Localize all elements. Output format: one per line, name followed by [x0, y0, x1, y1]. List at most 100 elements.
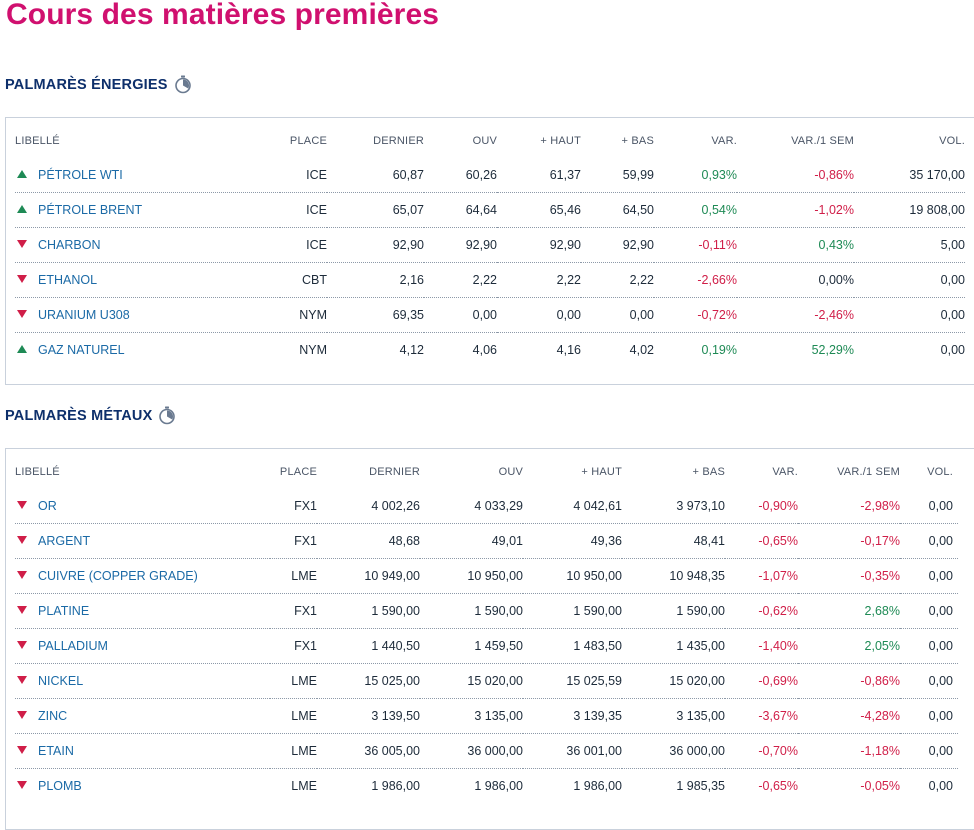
table-row[interactable]: GAZ NATUREL NYM 4,12 4,06 4,16 4,02 0,19% 52,29… — [15, 333, 965, 368]
var-sem-cell: 0,43% — [737, 227, 854, 263]
col-header-vol[interactable]: VOL. — [927, 465, 953, 478]
arrow-down-icon — [17, 676, 27, 684]
stopwatch-icon[interactable] — [174, 75, 192, 94]
col-header-ouv[interactable]: OUV — [498, 465, 523, 478]
bas-cell: 1 435,00 — [622, 628, 725, 664]
bas-cell: 3 135,00 — [622, 698, 725, 734]
col-header-dernier[interactable]: DERNIER — [373, 134, 424, 147]
table-row[interactable]: PLATINE FX1 1 590,00 1 590,00 1 590,00 1 590,… — [15, 593, 958, 629]
haut-cell: 4 042,61 — [523, 489, 622, 524]
commodity-link[interactable]: PALLADIUM — [38, 639, 108, 653]
commodity-link[interactable]: PLOMB — [38, 779, 82, 793]
col-header-haut[interactable]: + HAUT — [540, 134, 581, 147]
haut-cell: 1 986,00 — [573, 779, 622, 793]
table-row[interactable]: CUIVRE (COPPER GRADE) LME 10 949,00 10 950,… — [15, 558, 958, 594]
ouv-cell: 1 590,00 — [420, 593, 523, 629]
table-row[interactable]: PLOMB LME 1 986,00 1 986,00 1 986,00 1 985,35… — [15, 769, 958, 804]
table-row[interactable]: PALLADIUM FX1 1 440,50 1 459,50 1 483,50 1 43… — [15, 628, 958, 664]
col-header-var[interactable]: VAR. — [772, 465, 798, 478]
place-cell: LME — [270, 698, 317, 734]
vol-cell: 0,00 — [928, 779, 953, 793]
dernier-cell: 36 005,00 — [317, 733, 420, 769]
ouv-cell: 92,90 — [424, 227, 497, 263]
commodity-link[interactable]: NICKEL — [38, 674, 84, 688]
var-sem-cell: 2,05% — [798, 628, 900, 664]
section-title-energies: PALMARÈS ÉNERGIES — [5, 75, 192, 94]
energies-table-body: PÉTROLE WTI ICE 60,87 60,26 61,37 59,99 0,93% -… — [15, 158, 965, 367]
bas-cell: 48,41 — [622, 523, 725, 559]
col-header-dernier[interactable]: DERNIER — [369, 465, 420, 478]
var-cell: -0,90% — [725, 489, 798, 524]
stopwatch-icon[interactable] — [158, 406, 176, 425]
bas-cell: 4,02 — [629, 343, 654, 357]
metaux-table-container: LIBELLÉ PLACE DERNIER OUV + HAUT + BAS V… — [5, 448, 974, 830]
table-row[interactable]: OR FX1 4 002,26 4 033,29 4 042,61 3 973,10 -0,… — [15, 489, 958, 524]
arrow-down-icon — [17, 240, 27, 248]
col-header-var-sem[interactable]: VAR./1 SEM — [837, 465, 900, 478]
place-cell: NYM — [299, 343, 327, 357]
col-header-bas[interactable]: + BAS — [692, 465, 725, 478]
haut-cell: 65,46 — [497, 192, 581, 228]
ouv-cell: 36 000,00 — [420, 733, 523, 769]
commodity-link[interactable]: ARGENT — [38, 534, 91, 548]
commodity-link[interactable]: URANIUM U308 — [38, 308, 130, 322]
var-sem-cell: -0,05% — [860, 779, 900, 793]
dernier-cell: 2,16 — [327, 262, 424, 298]
var-cell: -3,67% — [725, 698, 798, 734]
row-label-cell: URANIUM U308 — [15, 297, 280, 333]
col-header-vol[interactable]: VOL. — [939, 134, 965, 147]
dernier-cell: 1 440,50 — [317, 628, 420, 664]
table-row[interactable]: ETAIN LME 36 005,00 36 000,00 36 001,00 36 00… — [15, 733, 958, 769]
table-row[interactable]: CHARBON ICE 92,90 92,90 92,90 92,90 -0,11% 0,43… — [15, 227, 965, 263]
table-row[interactable]: PÉTROLE BRENT ICE 65,07 64,64 65,46 64,50 0,54… — [15, 192, 965, 228]
dernier-cell: 3 139,50 — [317, 698, 420, 734]
commodity-link[interactable]: OR — [38, 499, 57, 513]
col-header-libelle[interactable]: LIBELLÉ — [15, 134, 60, 147]
ouv-cell: 49,01 — [420, 523, 523, 559]
var-cell: 0,93% — [654, 158, 737, 193]
arrow-down-icon — [17, 711, 27, 719]
col-header-ouv[interactable]: OUV — [472, 134, 497, 147]
col-header-place[interactable]: PLACE — [279, 465, 317, 478]
table-row[interactable]: ETHANOL CBT 2,16 2,22 2,22 2,22 -2,66% 0,00% 0,0… — [15, 262, 965, 298]
vol-cell: 0,00 — [900, 558, 958, 594]
commodity-link[interactable]: CHARBON — [38, 238, 101, 252]
commodity-link[interactable]: PÉTROLE BRENT — [38, 203, 143, 217]
place-cell: LME — [291, 779, 317, 793]
commodity-link[interactable]: ZINC — [38, 709, 68, 723]
table-row[interactable]: ZINC LME 3 139,50 3 135,00 3 139,35 3 135,00-… — [15, 698, 958, 734]
col-header-haut[interactable]: + HAUT — [581, 465, 622, 478]
table-row[interactable]: URANIUM U308 NYM 69,35 0,00 0,00 0,00 -0,72% -2… — [15, 297, 965, 333]
commodity-link[interactable]: PLATINE — [38, 604, 90, 618]
dernier-cell: 92,90 — [327, 227, 424, 263]
table-row[interactable]: PÉTROLE WTI ICE 60,87 60,26 61,37 59,99 0,93% -… — [15, 158, 965, 193]
table-row[interactable]: ARGENT FX1 48,68 49,01 49,36 48,41 -0,65% -0,17… — [15, 523, 958, 559]
col-header-bas[interactable]: + BAS — [621, 134, 654, 147]
vol-cell: 0,00 — [900, 593, 958, 629]
commodity-link[interactable]: GAZ NATUREL — [38, 343, 125, 357]
commodity-link[interactable]: PÉTROLE WTI — [38, 168, 123, 182]
col-header-var[interactable]: VAR. — [711, 134, 737, 147]
col-header-var-sem[interactable]: VAR./1 SEM — [791, 134, 854, 147]
row-label-cell: ZINC — [15, 698, 270, 734]
section-title-metaux: PALMARÈS MÉTAUX — [5, 406, 176, 425]
col-header-place[interactable]: PLACE — [289, 134, 327, 147]
var-sem-cell: -0,17% — [798, 523, 900, 559]
arrow-down-icon — [17, 536, 27, 544]
table-header-row: LIBELLÉ PLACE DERNIER OUV + HAUT + BAS V… — [15, 123, 965, 158]
bas-cell: 1 590,00 — [622, 593, 725, 629]
var-cell: -0,72% — [654, 297, 737, 333]
var-sem-cell: -2,46% — [737, 297, 854, 333]
bas-cell: 1 985,35 — [676, 779, 725, 793]
place-cell: ICE — [280, 192, 327, 228]
vol-cell: 0,00 — [900, 733, 958, 769]
commodity-link[interactable]: ETHANOL — [38, 273, 98, 287]
commodity-link[interactable]: CUIVRE (COPPER GRADE) — [38, 569, 198, 583]
col-header-libelle[interactable]: LIBELLÉ — [15, 465, 60, 478]
var-cell: -0,69% — [725, 663, 798, 699]
commodity-link[interactable]: ETAIN — [38, 744, 74, 758]
table-row[interactable]: NICKEL LME 15 025,00 15 020,00 15 025,59 15 0… — [15, 663, 958, 699]
bas-cell: 3 973,10 — [622, 489, 725, 524]
bas-cell: 92,90 — [581, 227, 654, 263]
dernier-cell: 1 590,00 — [317, 593, 420, 629]
